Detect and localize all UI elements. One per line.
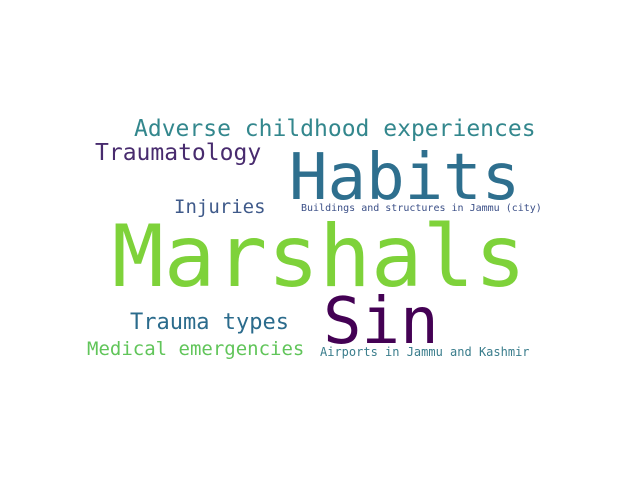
word-adverse-childhood-experiences: Adverse childhood experiences bbox=[134, 116, 536, 142]
word-medical-emergencies: Medical emergencies bbox=[87, 338, 305, 360]
word-marshals: Marshals bbox=[112, 207, 527, 307]
word-injuries: Injuries bbox=[174, 196, 266, 218]
word-traumatology: Traumatology bbox=[95, 140, 262, 166]
word-sin: Sin bbox=[323, 285, 439, 359]
word-habits: Habits bbox=[289, 141, 521, 215]
word-trauma-types: Trauma types bbox=[130, 310, 289, 335]
word-airports-jammu-kashmir: Airports in Jammu and Kashmir bbox=[320, 345, 530, 359]
word-buildings-jammu: Buildings and structures in Jammu (city) bbox=[301, 203, 542, 214]
